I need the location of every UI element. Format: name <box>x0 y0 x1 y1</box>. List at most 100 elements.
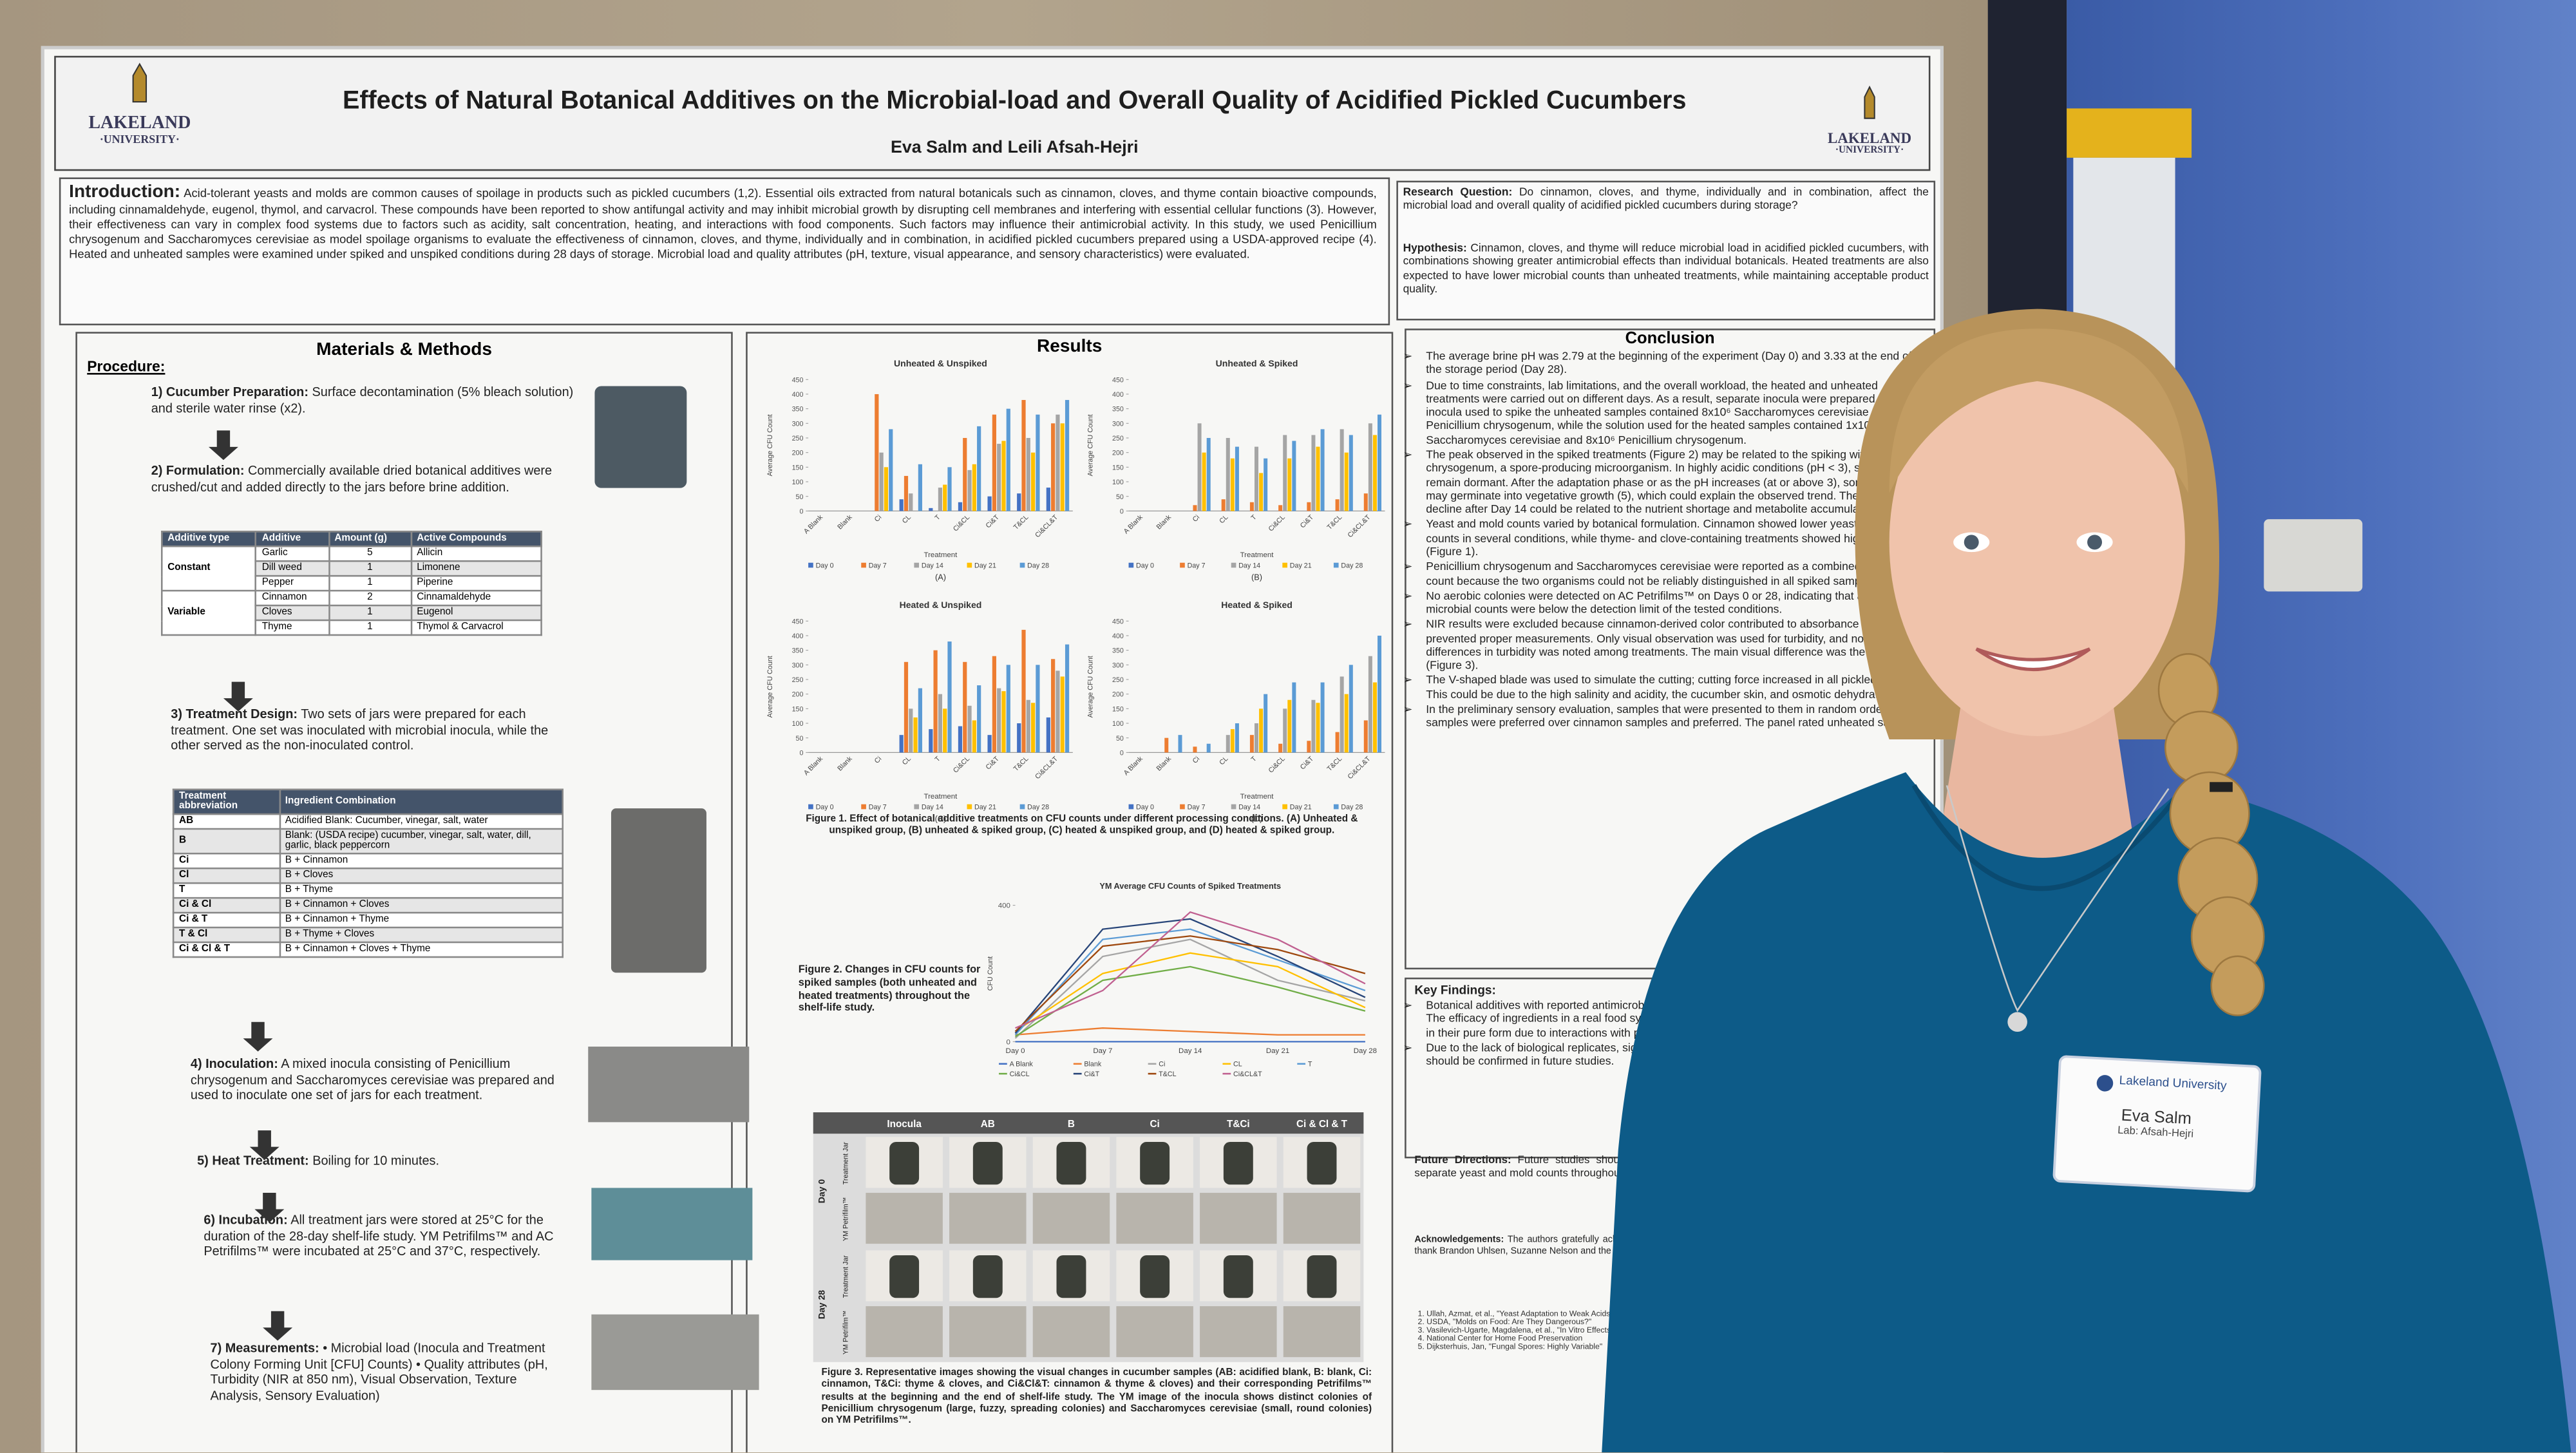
table-row: Ci B + Cinnamon <box>172 852 564 869</box>
hypothesis-heading: Hypothesis: <box>1403 243 1467 255</box>
grid-column-label: Ci <box>1150 1119 1159 1130</box>
table-header: Additive <box>255 530 330 547</box>
bar <box>1311 699 1316 753</box>
step: 7) Measurements: • Microbial load (Inocu… <box>211 1341 564 1405</box>
y-axis-label: Average CFU Count <box>1086 656 1094 717</box>
legend-label: Day 0 <box>816 562 834 569</box>
grid-row-label: Day 0 <box>817 1179 827 1204</box>
y-tick-label: 150 <box>1112 705 1124 713</box>
legend-swatch <box>1019 562 1025 568</box>
bar <box>904 661 909 753</box>
table-row: Ci & Cl B + Cinnamon + Cloves <box>172 897 564 914</box>
step: 4) Inoculation: A mixed inocula consisti… <box>191 1056 572 1104</box>
chart-title: Heated & Unspiked <box>900 600 982 610</box>
necklace <box>1946 785 2170 1012</box>
legend-label: Day 0 <box>816 803 834 811</box>
x-axis-label: Treatment <box>924 793 958 801</box>
y-tick-label: 250 <box>1112 435 1124 442</box>
image-cell <box>1200 1306 1277 1358</box>
logo-sub: ·UNIVERSITY· <box>99 133 180 147</box>
reference: 5. Dijksterhuis, Jan, "Fungal Spores: Hi… <box>1417 1344 1603 1353</box>
step-title: 2) Formulation: <box>151 463 245 479</box>
table-cell: Ci & Cl <box>172 897 281 914</box>
x-tick-label: Ci <box>873 513 884 524</box>
ack-heading: Acknowledgements: <box>1414 1235 1504 1246</box>
y-tick-label: 450 <box>1112 376 1124 384</box>
legend-label: CL <box>1233 1061 1242 1068</box>
table-header: Treatment abbreviation <box>172 788 281 815</box>
bar <box>947 467 952 511</box>
bar <box>1202 452 1206 511</box>
image-cell <box>866 1193 943 1244</box>
legend-swatch <box>1282 562 1287 568</box>
legend-swatch <box>1019 804 1025 810</box>
bar <box>958 726 963 753</box>
bar <box>889 429 893 511</box>
bar <box>1226 735 1230 753</box>
bar <box>1320 682 1325 753</box>
bar <box>1264 458 1268 511</box>
table-cell: Cloves <box>255 604 330 622</box>
table-row: Constant Garlic 5 Allicin <box>160 545 542 592</box>
rq-box <box>1396 180 1936 321</box>
bar <box>1026 437 1030 511</box>
table-cell: B <box>172 828 281 855</box>
table-cell: Cinnamaldehyde <box>410 589 542 607</box>
x-tick-label: Ci <box>873 755 884 765</box>
grid-sub-label: Treatment Jar <box>842 1142 849 1185</box>
key-findings-heading: Key Findings: <box>1414 982 1496 998</box>
grid-column-label: T&Ci <box>1227 1119 1250 1130</box>
line-series <box>1014 938 1366 1039</box>
bar <box>997 444 1001 511</box>
step-text: Boiling for 10 minutes. <box>312 1153 440 1168</box>
y-axis-label: CFU Count <box>987 956 994 991</box>
step: 6) Incubation: All treatment jars were s… <box>204 1213 573 1260</box>
step-text: Two sets of jars were prepared for each … <box>171 706 549 754</box>
bar <box>1372 435 1377 511</box>
bar <box>1164 737 1169 753</box>
table-cell: 1 <box>328 575 412 592</box>
bar <box>884 467 889 511</box>
logo-name: LAKELAND <box>1827 129 1912 147</box>
legend-label: Ci&CL&T <box>1233 1070 1262 1078</box>
bullet-item: ➢ Due to time constraints, lab limitation… <box>1403 381 1927 449</box>
x-axis-label: Treatment <box>924 551 958 559</box>
bar <box>929 729 933 753</box>
image-cell <box>1200 1193 1277 1244</box>
legend-swatch <box>1231 804 1236 810</box>
bar <box>1278 505 1283 511</box>
y-tick-label: 400 <box>792 391 804 399</box>
bar <box>943 708 947 753</box>
legend-label: Ci <box>1159 1061 1165 1068</box>
bar <box>909 708 913 753</box>
bar <box>1311 435 1316 511</box>
legend-swatch <box>1128 562 1134 568</box>
x-axis-label: Treatment <box>1240 793 1274 801</box>
bar <box>1036 665 1040 753</box>
header-row: Treatment abbreviation Ingredient Combina… <box>172 788 564 815</box>
bar <box>1046 488 1050 511</box>
bar <box>1031 452 1036 511</box>
pendant <box>2007 1012 2027 1032</box>
step-text: Commercially available dried botanical a… <box>151 463 553 495</box>
reference: 1. Ullah, Azmat, et al., "Yeast Adaptati… <box>1417 1311 1613 1320</box>
grid-column-label: Inocula <box>887 1119 922 1130</box>
procedure-label: Procedure: <box>87 358 166 375</box>
bar <box>1206 437 1211 511</box>
y-tick-label: 300 <box>1112 661 1124 669</box>
logo-icon <box>132 62 147 103</box>
y-tick-label: 200 <box>792 691 804 699</box>
bar <box>1065 644 1070 753</box>
table-row: B Blank: (USDA recipe) cucumber, vinegar,… <box>172 828 564 855</box>
y-tick-label: 0 <box>1120 508 1124 515</box>
table-cell: Cinnamon <box>255 589 330 607</box>
legend-label: Day 28 <box>1341 562 1363 569</box>
y-tick-label: 50 <box>1116 493 1124 501</box>
bar <box>1307 502 1311 511</box>
image-cell <box>949 1306 1027 1358</box>
legend-label: Day 28 <box>1027 562 1049 569</box>
bar <box>1031 703 1036 753</box>
table-cell: B + Cinnamon + Cloves + Thyme <box>278 941 564 958</box>
figure3-caption: Figure 3. Representative images showing … <box>821 1369 1372 1427</box>
bullet-text: Penicillium chrysogenum and Saccharomyce… <box>1426 562 1912 587</box>
